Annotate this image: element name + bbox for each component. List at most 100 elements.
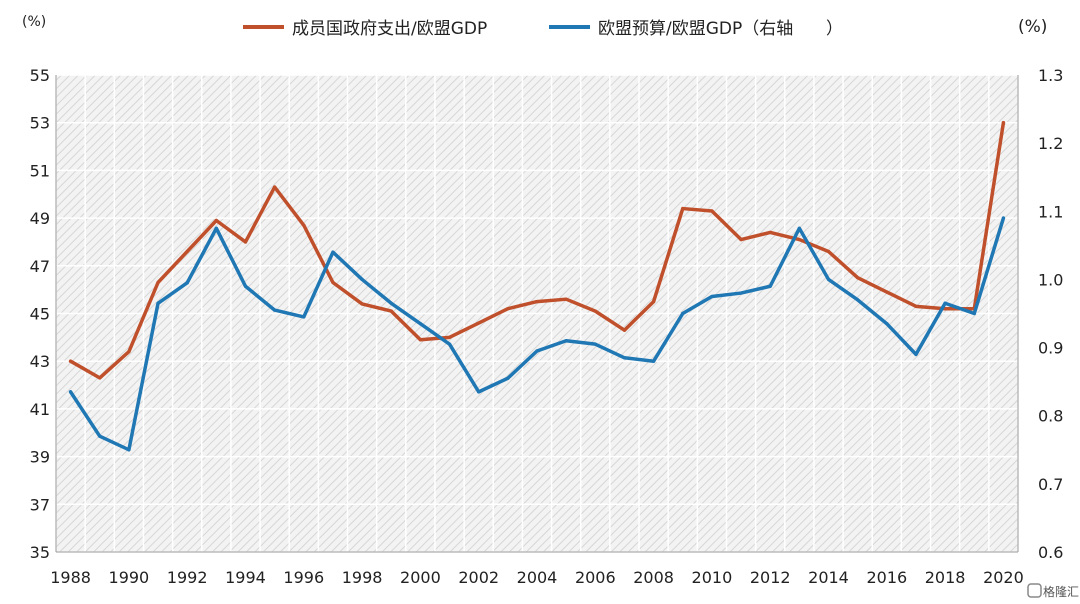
data-point xyxy=(535,299,539,304)
gridlines xyxy=(55,74,1019,553)
watermark-logo-icon xyxy=(1027,583,1042,598)
left-tick-label: 39 xyxy=(30,448,50,467)
x-tick-label: 2000 xyxy=(400,568,441,587)
left-tick-label: 43 xyxy=(30,352,50,371)
data-point xyxy=(797,237,801,242)
data-point xyxy=(214,218,218,223)
data-point xyxy=(797,226,801,230)
right-tick-label: 1.3 xyxy=(1038,66,1063,85)
legend: 成员国政府支出/欧盟GDP 欧盟预算/欧盟GDP（右轴 ） xyxy=(243,19,843,39)
left-tick-label: 47 xyxy=(30,257,50,276)
data-point xyxy=(593,342,597,346)
data-point xyxy=(622,356,627,360)
x-tick-label: 1990 xyxy=(109,568,150,587)
series-layer xyxy=(68,120,1006,452)
data-point xyxy=(98,376,102,380)
data-point xyxy=(739,237,743,242)
data-point xyxy=(972,311,976,316)
data-point xyxy=(943,301,947,305)
data-point xyxy=(710,294,714,299)
data-point xyxy=(302,315,306,319)
data-point xyxy=(331,280,335,285)
data-point xyxy=(418,322,422,326)
data-point xyxy=(389,309,393,313)
x-tick-label: 1988 xyxy=(50,568,91,587)
data-point xyxy=(127,448,131,452)
data-point xyxy=(156,280,160,285)
data-point xyxy=(593,309,597,313)
data-point xyxy=(652,359,656,363)
data-point xyxy=(243,284,248,288)
data-point xyxy=(652,299,656,304)
data-point xyxy=(564,297,568,301)
data-point xyxy=(360,302,364,306)
data-point xyxy=(477,390,481,394)
data-point xyxy=(273,185,277,189)
x-tick-label: 2018 xyxy=(925,568,966,587)
data-point xyxy=(98,434,102,438)
data-point xyxy=(914,304,918,308)
left-tick-label: 45 xyxy=(30,305,50,324)
legend-label-expenditure: 成员国政府支出/欧盟GDP xyxy=(292,19,487,39)
left-tick-label: 49 xyxy=(30,209,50,228)
x-tick-label: 1996 xyxy=(283,568,324,587)
x-tick-label: 2014 xyxy=(808,568,849,587)
data-point xyxy=(885,322,889,326)
right-tick-label: 0.8 xyxy=(1038,407,1063,426)
data-point xyxy=(243,240,248,244)
left-tick-label: 37 xyxy=(30,495,50,514)
data-point xyxy=(681,311,685,316)
data-point xyxy=(302,223,306,227)
left-tick-label: 55 xyxy=(30,66,50,85)
data-point xyxy=(710,209,714,213)
data-point xyxy=(273,308,277,312)
data-point xyxy=(1001,216,1006,220)
data-point xyxy=(331,250,335,254)
data-point xyxy=(185,281,189,285)
data-point xyxy=(447,342,452,346)
x-tick-label: 1992 xyxy=(167,568,208,587)
data-point xyxy=(477,321,481,325)
x-tick-label: 1998 xyxy=(342,568,383,587)
left-tick-label: 51 xyxy=(30,161,50,180)
data-point xyxy=(826,277,831,282)
data-point xyxy=(506,376,510,380)
x-tick-label: 2006 xyxy=(575,568,616,587)
data-point xyxy=(856,298,860,302)
legend-label-budget-close: ） xyxy=(826,19,843,39)
data-point xyxy=(564,339,568,343)
left-tick-label: 53 xyxy=(30,114,50,133)
left-axis-unit: (%) xyxy=(22,14,46,30)
right-tick-label: 0.7 xyxy=(1038,475,1063,494)
right-tick-label: 0.9 xyxy=(1038,339,1063,358)
data-point xyxy=(506,307,510,311)
data-point xyxy=(622,328,627,332)
data-point xyxy=(885,290,889,294)
x-tick-label: 2012 xyxy=(750,568,791,587)
watermark-text: 格隆汇 xyxy=(1043,584,1079,599)
legend-label-budget: 欧盟预算/欧盟GDP（右轴 xyxy=(598,19,793,39)
data-point xyxy=(739,291,743,295)
data-point xyxy=(856,276,860,280)
data-point xyxy=(914,352,918,356)
data-point xyxy=(360,277,364,282)
data-point xyxy=(447,335,452,339)
watermark: 格隆汇 xyxy=(1027,583,1079,599)
x-tick-label: 2016 xyxy=(866,568,907,587)
x-tick-label: 1994 xyxy=(225,568,266,587)
left-tick-label: 35 xyxy=(30,543,50,562)
data-point xyxy=(127,350,131,354)
data-point xyxy=(535,349,539,353)
right-tick-label: 1.1 xyxy=(1038,202,1063,221)
x-tick-label: 2008 xyxy=(633,568,674,587)
left-tick-label: 41 xyxy=(30,400,50,419)
x-tick-label: 2020 xyxy=(983,568,1024,587)
data-point xyxy=(826,249,831,254)
x-tick-label: 2010 xyxy=(692,568,733,587)
data-point xyxy=(68,390,73,394)
data-point xyxy=(389,301,393,305)
right-tick-label: 1.2 xyxy=(1038,134,1063,153)
data-point xyxy=(768,284,772,288)
data-point xyxy=(68,359,73,363)
